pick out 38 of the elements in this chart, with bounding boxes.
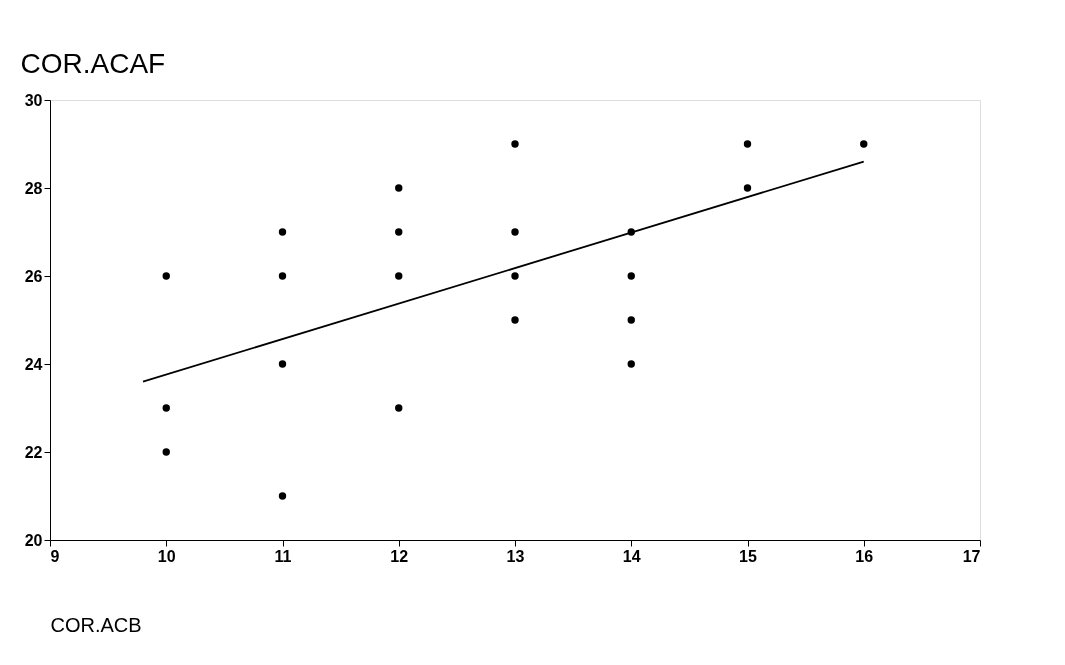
y-tick-label: 20 (24, 531, 43, 549)
x-tick-label: 17 (962, 547, 981, 565)
point (395, 184, 403, 192)
point (278, 360, 287, 368)
point (743, 184, 752, 192)
y-tick-label: 30 (24, 91, 43, 109)
point (278, 492, 287, 500)
y-tick-label: 26 (24, 267, 43, 285)
point (395, 228, 403, 236)
point (627, 272, 635, 280)
point (162, 448, 170, 456)
point (395, 404, 403, 412)
point (627, 360, 635, 368)
y-tick-label: 28 (24, 179, 43, 197)
point (162, 272, 170, 280)
point (743, 140, 752, 148)
point (627, 316, 635, 324)
point (278, 228, 287, 236)
x-tick-label: 15 (739, 547, 757, 565)
point (860, 140, 868, 148)
y-tick-label: 24 (24, 355, 43, 373)
point (511, 228, 519, 236)
point (511, 316, 519, 324)
y-axis-title: COR.ACAF (20, 47, 166, 79)
point (511, 272, 519, 280)
x-tick-label: 13 (506, 547, 525, 565)
x-axis-title: COR.ACB (50, 613, 142, 636)
x-tick-label: 16 (855, 547, 874, 565)
x-tick-label: 11 (274, 547, 292, 565)
point (162, 404, 170, 412)
point (278, 272, 287, 280)
point (511, 140, 519, 148)
x-tick-label: 9 (50, 547, 60, 565)
x-tick-label: 10 (157, 547, 176, 565)
point (395, 272, 403, 280)
y-tick-label: 22 (24, 443, 43, 461)
x-tick-label: 14 (622, 547, 641, 565)
x-tick-label: 12 (390, 547, 409, 565)
